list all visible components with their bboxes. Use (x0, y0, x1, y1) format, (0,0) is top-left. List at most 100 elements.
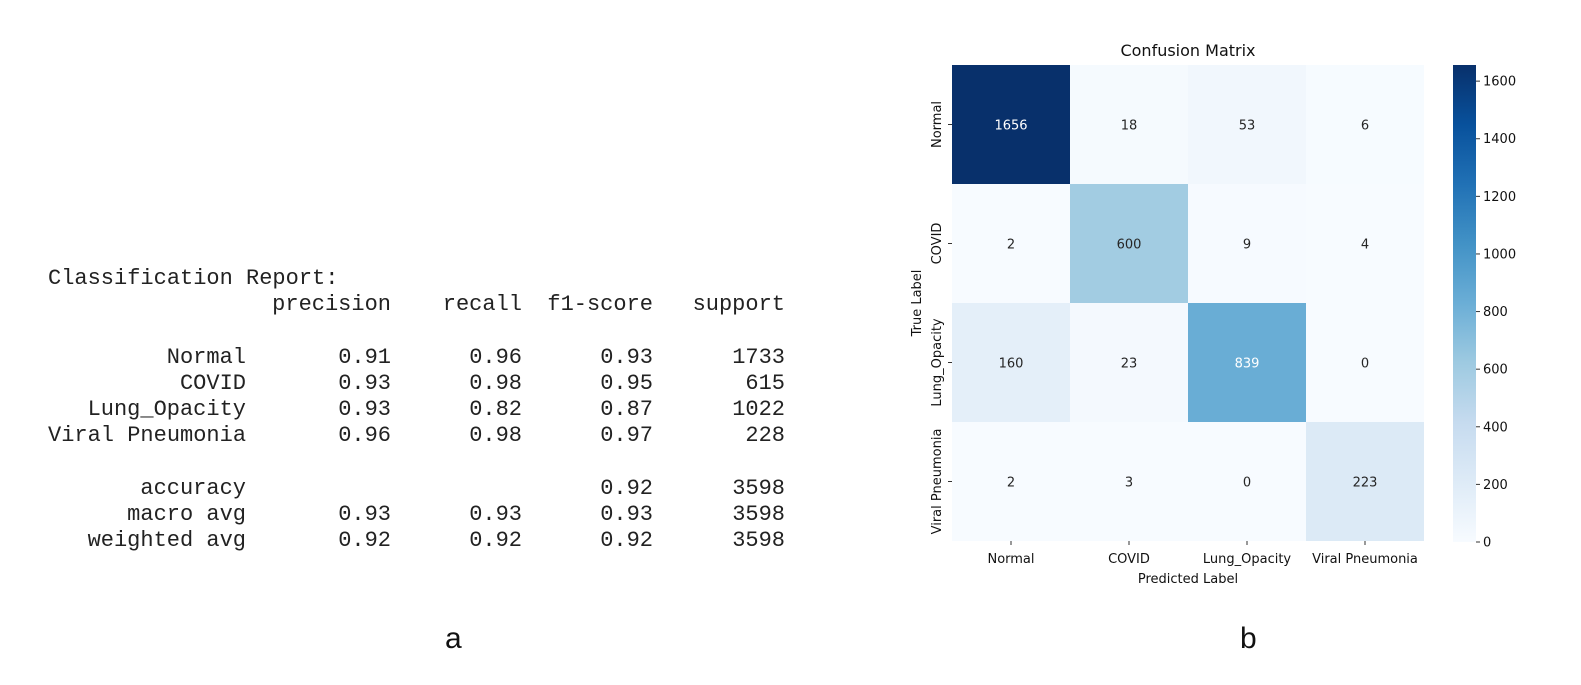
cell-value-label: 160 (999, 357, 1024, 372)
colorbar (1453, 65, 1476, 542)
y-tick-label: Viral Pneumonia (930, 429, 945, 535)
heatmap-cell (1306, 303, 1424, 422)
colorbar-tick-label: 1400 (1483, 132, 1516, 147)
row-support: 3598 (732, 475, 785, 501)
row-precision: 0.93 (338, 501, 391, 527)
x-tick-label: Viral Pneumonia (1312, 552, 1418, 567)
y-axis-label: True Label (910, 270, 925, 338)
x-axis-label: Predicted Label (1138, 572, 1238, 587)
cell-value-label: 0 (1243, 476, 1251, 491)
y-tick-label: COVID (930, 223, 945, 265)
report-row-viral-pneumonia: Viral Pneumonia 0.96 0.98 0.97 228 (48, 423, 785, 449)
row-precision: 0.96 (338, 423, 391, 449)
heatmap-cell (1070, 65, 1188, 184)
row-label: Viral Pneumonia (48, 423, 247, 449)
row-recall: 0.96 (469, 344, 522, 370)
row-f1: 0.97 (600, 423, 653, 449)
colorbar-tick-label: 800 (1483, 305, 1508, 320)
row-label: Normal (166, 344, 246, 370)
x-tick-label: COVID (1108, 552, 1150, 567)
colorbar-tick-label: 1200 (1483, 190, 1516, 205)
report-row-lung-opacity: Lung_Opacity 0.93 0.82 0.87 1022 (48, 397, 785, 423)
cell-value-label: 1656 (994, 119, 1027, 134)
cell-value-label: 2 (1007, 476, 1015, 491)
heatmap-cell (1306, 65, 1424, 184)
report-row-normal: Normal 0.91 0.96 0.93 1733 (48, 345, 785, 371)
cell-value-label: 6 (1361, 119, 1369, 134)
row-f1: 0.92 (600, 527, 653, 553)
colorbar-ticks: 0 200 400 600 800 1000 1200 1400 1600 (1476, 75, 1516, 551)
row-support: 228 (745, 423, 785, 449)
colorbar-tick-label: 600 (1483, 363, 1508, 378)
report-header-row: precision recall f1-score support (48, 292, 785, 318)
heatmap-cell (952, 422, 1070, 541)
row-support: 3598 (732, 527, 785, 553)
row-label: Lung_Opacity (87, 396, 246, 422)
cell-value-label: 3 (1125, 476, 1133, 491)
heatmap-cell (1306, 184, 1424, 303)
row-support: 1022 (732, 396, 785, 422)
report-row-weighted-avg: weighted avg 0.92 0.92 0.92 3598 (48, 528, 785, 554)
heatmap-cell (1070, 303, 1188, 422)
row-recall: 0.82 (469, 396, 522, 422)
row-label: COVID (179, 370, 246, 396)
heatmap-cell (1070, 422, 1188, 541)
x-tick-labels: Normal COVID Lung_Opacity Viral Pneumonia (987, 541, 1418, 567)
row-support: 615 (745, 370, 785, 396)
row-label: macro avg (127, 501, 246, 527)
row-precision: 0.92 (338, 527, 391, 553)
report-row-macro-avg: macro avg 0.93 0.93 0.93 3598 (48, 502, 785, 528)
report-row-accuracy: accuracy 0.92 3598 (48, 476, 785, 502)
header-precision: precision (272, 292, 391, 318)
row-recall: 0.93 (469, 501, 522, 527)
row-support: 1733 (732, 344, 785, 370)
cell-value-label: 18 (1121, 119, 1138, 134)
row-f1: 0.92 (600, 475, 653, 501)
row-precision: 0.91 (338, 344, 391, 370)
row-precision: 0.93 (338, 370, 391, 396)
cell-value-label: 4 (1361, 238, 1369, 253)
cell-value-label: 23 (1121, 357, 1138, 372)
row-label: weighted avg (87, 527, 246, 553)
header-support: support (692, 292, 785, 318)
row-recall: 0.92 (469, 527, 522, 553)
heatmap-cell (1070, 184, 1188, 303)
report-title: Classification Report: (48, 266, 339, 291)
heatmap-cell (952, 184, 1070, 303)
heatmap-cell (952, 303, 1070, 422)
colorbar-tick-label: 1600 (1483, 75, 1516, 90)
report-row-covid: COVID 0.93 0.98 0.95 615 (48, 371, 785, 397)
colorbar-tick-label: 400 (1483, 420, 1508, 435)
heatmap-cell (1188, 184, 1306, 303)
row-f1: 0.87 (600, 396, 653, 422)
panel-letter-b: b (1240, 622, 1257, 655)
cell-value-label: 839 (1235, 357, 1260, 372)
header-recall: recall (442, 292, 522, 318)
panel-letter-a: a (445, 622, 462, 655)
cell-value-label: 600 (1117, 238, 1142, 253)
y-tick-label: Lung_Opacity (930, 318, 945, 407)
y-tick-labels: Normal COVID Lung_Opacity Viral Pneumonia (930, 101, 952, 534)
row-recall: 0.98 (469, 423, 522, 449)
classification-report: Classification Report: precision recall f1-… (48, 266, 785, 554)
row-f1: 0.93 (600, 501, 653, 527)
chart-title: Confusion Matrix (1120, 41, 1255, 60)
colorbar-tick-label: 0 (1483, 536, 1491, 551)
x-tick-label: Lung_Opacity (1203, 552, 1292, 567)
y-tick-label: Normal (930, 101, 945, 148)
colorbar-tick-label: 200 (1483, 478, 1508, 493)
row-recall: 0.98 (469, 370, 522, 396)
header-f1-score: f1-score (547, 292, 653, 318)
row-f1: 0.95 (600, 370, 653, 396)
heatmap-cell (952, 65, 1070, 184)
cell-value-label: 53 (1239, 119, 1256, 134)
cell-value-label: 9 (1243, 238, 1251, 253)
colorbar-tick-label: 1000 (1483, 247, 1516, 262)
cell-value-label: 223 (1353, 476, 1378, 491)
heatmap-cell (1188, 65, 1306, 184)
heatmap-cell (1188, 303, 1306, 422)
row-f1: 0.93 (600, 344, 653, 370)
cell-value-label: 0 (1361, 357, 1369, 372)
